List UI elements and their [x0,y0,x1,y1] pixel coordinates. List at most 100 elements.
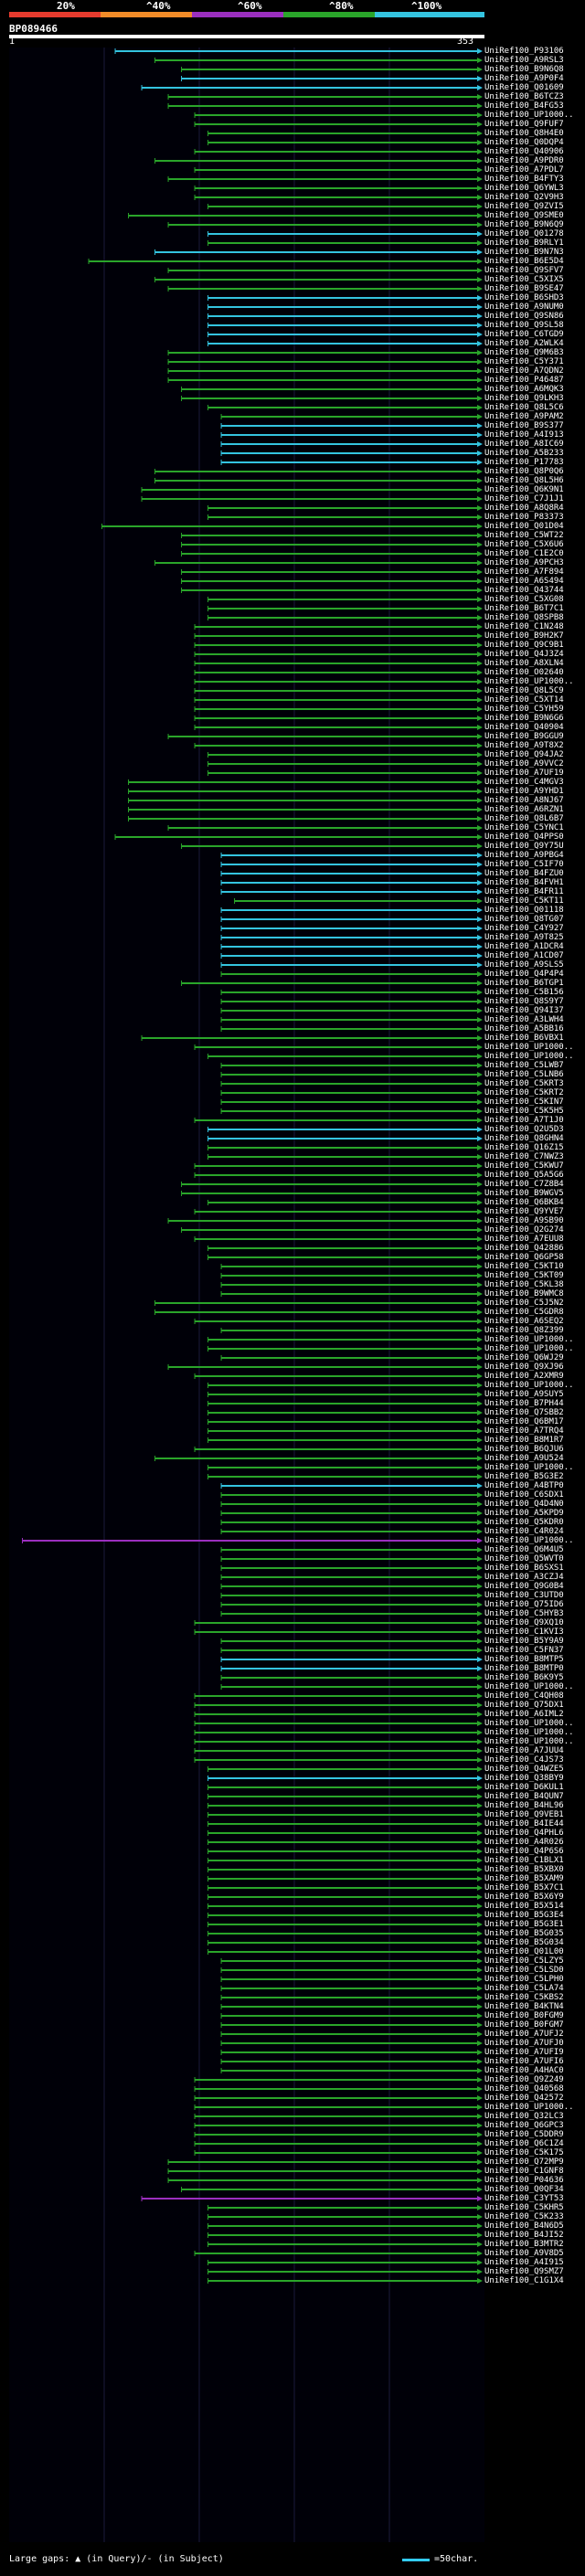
hit-label[interactable]: UniRef100_Q94I37 [484,1006,564,1015]
hit-label[interactable]: UniRef100_Q6YWL3 [484,184,564,193]
hit-label[interactable]: UniRef100_C5WT22 [484,531,564,540]
hit-label[interactable]: UniRef100_Q5WVT0 [484,1554,564,1564]
hit-label[interactable]: UniRef100_C5DDR9 [484,2130,564,2139]
hit-label[interactable]: UniRef100_UP1000.. [484,1335,574,1344]
hit-label[interactable]: UniRef100_B3MTR2 [484,2240,564,2249]
hit-label[interactable]: UniRef100_B9N6Q8 [484,65,564,74]
hit-label[interactable]: UniRef100_A2XMR9 [484,1372,564,1381]
hit-label[interactable]: UniRef100_UP1000.. [484,1043,574,1052]
hit-label[interactable]: UniRef100_A7F894 [484,567,564,577]
hit-label[interactable]: UniRef100_A6SEQ2 [484,1317,564,1326]
hit-label[interactable]: UniRef100_UP1000.. [484,1719,574,1728]
hit-label[interactable]: UniRef100_Q8L5C6 [484,403,564,412]
hit-label[interactable]: UniRef100_C4JS73 [484,1755,564,1765]
hit-label[interactable]: UniRef100_Q8TG07 [484,915,564,924]
hit-label[interactable]: UniRef100_Q01278 [484,229,564,239]
hit-label[interactable]: UniRef100_Q9XQ10 [484,1618,564,1627]
hit-label[interactable]: UniRef100_B4N6D5 [484,2221,564,2231]
hit-label[interactable]: UniRef100_P83373 [484,513,564,522]
hit-label[interactable]: UniRef100_A9SUY5 [484,1390,564,1399]
hit-label[interactable]: UniRef100_Q9Z249 [484,2075,564,2084]
hit-label[interactable]: UniRef100_A7EUU8 [484,1235,564,1244]
hit-label[interactable]: UniRef100_Q42886 [484,1244,564,1253]
hit-label[interactable]: UniRef100_B4QUN7 [484,1792,564,1801]
hit-label[interactable]: UniRef100_Q43744 [484,586,564,595]
hit-label[interactable]: UniRef100_A2WLK4 [484,339,564,348]
hit-label[interactable]: UniRef100_C1N248 [484,622,564,631]
hit-label[interactable]: UniRef100_C4MGV3 [484,778,564,787]
hit-label[interactable]: UniRef100_C5KWU7 [484,1161,564,1171]
hit-label[interactable]: UniRef100_Q9YVE7 [484,1207,564,1216]
hit-label[interactable]: UniRef100_A9SB90 [484,1216,564,1225]
hit-label[interactable]: UniRef100_B4JI52 [484,2231,564,2240]
hit-label[interactable]: UniRef100_UP1000.. [484,1052,574,1061]
hit-label[interactable]: UniRef100_B6E5D4 [484,257,564,266]
hit-label[interactable]: UniRef100_Q9FUF7 [484,120,564,129]
hit-label[interactable]: UniRef100_Q2U5D3 [484,1125,564,1134]
hit-label[interactable]: UniRef100_Q8GHN4 [484,1134,564,1143]
hit-label[interactable]: UniRef100_Q9SMZ7 [484,2267,564,2276]
hit-label[interactable]: UniRef100_B0FGM9 [484,2011,564,2020]
hit-label[interactable]: UniRef100_B5X6Y9 [484,1892,564,1902]
hit-label[interactable]: UniRef100_P93106 [484,47,564,56]
hit-label[interactable]: UniRef100_A7TRQ4 [484,1426,564,1436]
hit-label[interactable]: UniRef100_Q40906 [484,147,564,156]
hit-label[interactable]: UniRef100_C3YT53 [484,2194,564,2203]
hit-label[interactable]: UniRef100_B6TCZ3 [484,92,564,101]
hit-label[interactable]: UniRef100_B9N6G6 [484,714,564,723]
hit-label[interactable]: UniRef100_C1KVI3 [484,1627,564,1637]
hit-label[interactable]: UniRef100_C5KIN7 [484,1097,564,1107]
hit-label[interactable]: UniRef100_Q32LC3 [484,2112,564,2121]
hit-label[interactable]: UniRef100_B6K9Y5 [484,1673,564,1682]
hit-label[interactable]: UniRef100_UP1000.. [484,1463,574,1472]
hit-label[interactable]: UniRef100_A9T8X2 [484,741,564,750]
hit-label[interactable]: UniRef100_C5KBS2 [484,1993,564,2002]
hit-label[interactable]: UniRef100_B5G3E4 [484,1911,564,1920]
hit-label[interactable]: UniRef100_Q8S9Y7 [484,997,564,1006]
hit-label[interactable]: UniRef100_C5XG08 [484,595,564,604]
hit-label[interactable]: UniRef100_A7UFJ2 [484,2030,564,2039]
hit-label[interactable]: UniRef100_Q8L5C9 [484,686,564,695]
hit-label[interactable]: UniRef100_C4R024 [484,1527,564,1536]
hit-label[interactable]: UniRef100_B9WGV5 [484,1189,564,1198]
hit-label[interactable]: UniRef100_UP1000.. [484,1344,574,1353]
hit-label[interactable]: UniRef100_A5B233 [484,449,564,458]
hit-label[interactable]: UniRef100_A7JUU4 [484,1746,564,1755]
hit-label[interactable]: UniRef100_Q6BM17 [484,1417,564,1426]
hit-label[interactable]: UniRef100_UP1000.. [484,1381,574,1390]
hit-label[interactable]: UniRef100_UP1000.. [484,1536,574,1545]
hit-label[interactable]: UniRef100_Q2V9H3 [484,193,564,202]
hit-label[interactable]: UniRef100_B6TGP1 [484,979,564,988]
hit-label[interactable]: UniRef100_B9N7N3 [484,248,564,257]
hit-label[interactable]: UniRef100_B4FZU0 [484,869,564,878]
hit-label[interactable]: UniRef100_A9RSL3 [484,56,564,65]
hit-label[interactable]: UniRef100_A9YHD1 [484,787,564,796]
hit-label[interactable]: UniRef100_C5FN37 [484,1646,564,1655]
hit-label[interactable]: UniRef100_Q6C1Z4 [484,2139,564,2148]
hit-label[interactable]: UniRef100_C5LWB7 [484,1061,564,1070]
hit-label[interactable]: UniRef100_Q4J3Z4 [484,650,564,659]
hit-label[interactable]: UniRef100_Q7SBB2 [484,1408,564,1417]
hit-label[interactable]: UniRef100_A4BTP0 [484,1481,564,1490]
hit-label[interactable]: UniRef100_A3LWH4 [484,1015,564,1024]
hit-label[interactable]: UniRef100_UP1000.. [484,2103,574,2112]
hit-label[interactable]: UniRef100_A9NUM0 [484,302,564,312]
hit-label[interactable]: UniRef100_C1G1X4 [484,2276,564,2285]
hit-label[interactable]: UniRef100_B5G3E1 [484,1920,564,1929]
hit-label[interactable]: UniRef100_Q75ID6 [484,1600,564,1609]
hit-label[interactable]: UniRef100_B4FG53 [484,101,564,111]
hit-label[interactable]: UniRef100_A8NJ67 [484,796,564,805]
hit-label[interactable]: UniRef100_B4KTN4 [484,2002,564,2011]
hit-label[interactable]: UniRef100_A3CZJ4 [484,1573,564,1582]
hit-label[interactable]: UniRef100_A9PAM2 [484,412,564,421]
hit-label[interactable]: UniRef100_Q8Z399 [484,1326,564,1335]
hit-label[interactable]: UniRef100_Q8P0Q6 [484,467,564,476]
hit-label[interactable]: UniRef100_UP1000.. [484,111,574,120]
hit-label[interactable]: UniRef100_B4FR11 [484,887,564,896]
hit-label[interactable]: UniRef100_A8XLN4 [484,659,564,668]
hit-label[interactable]: UniRef100_Q9ZVI5 [484,202,564,211]
hit-label[interactable]: UniRef100_C7NWZ3 [484,1152,564,1161]
hit-label[interactable]: UniRef100_C5KT10 [484,1262,564,1271]
hit-label[interactable]: UniRef100_B6SHD3 [484,293,564,302]
hit-label[interactable]: UniRef100_B9S377 [484,421,564,430]
